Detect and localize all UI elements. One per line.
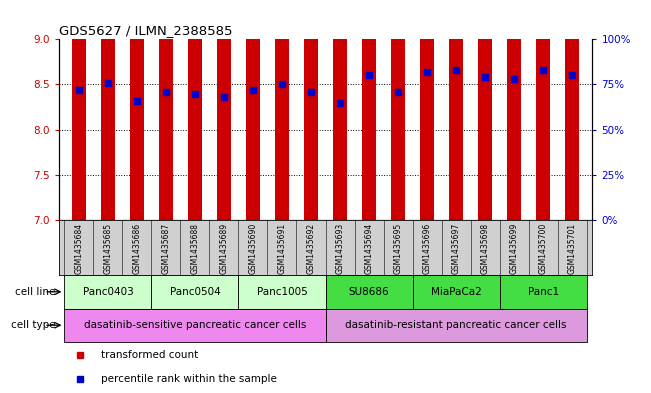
Point [451, 67, 462, 73]
Text: GSM1435692: GSM1435692 [307, 223, 316, 274]
Point [132, 97, 142, 104]
Point [161, 88, 171, 95]
Text: GSM1435700: GSM1435700 [538, 223, 547, 274]
Point [219, 94, 229, 100]
Text: dasatinib-sensitive pancreatic cancer cells: dasatinib-sensitive pancreatic cancer ce… [84, 320, 306, 330]
Point [74, 87, 84, 93]
Bar [499, 275, 587, 309]
Text: GSM1435689: GSM1435689 [219, 223, 229, 274]
Text: transformed count: transformed count [102, 350, 199, 360]
Bar [536, 0, 550, 220]
Text: percentile rank within the sample: percentile rank within the sample [102, 374, 277, 384]
Text: GSM1435694: GSM1435694 [365, 223, 374, 274]
Bar [217, 0, 231, 220]
Bar [64, 275, 152, 309]
Point [393, 88, 403, 95]
Bar [304, 0, 318, 220]
Bar [275, 0, 289, 220]
Point [567, 72, 577, 79]
Point [306, 88, 316, 95]
Text: GSM1435701: GSM1435701 [568, 223, 577, 274]
Bar [449, 0, 464, 220]
Text: MiaPaCa2: MiaPaCa2 [431, 287, 482, 297]
Text: GSM1435687: GSM1435687 [161, 223, 171, 274]
Bar [565, 0, 579, 220]
Text: GSM1435697: GSM1435697 [452, 223, 460, 274]
Text: Panc1: Panc1 [527, 287, 559, 297]
Bar [507, 0, 521, 220]
Bar [245, 0, 260, 220]
Text: GSM1435685: GSM1435685 [104, 223, 113, 274]
Point [509, 76, 519, 82]
Text: GSM1435686: GSM1435686 [132, 223, 141, 274]
Bar [64, 309, 326, 342]
Bar [187, 0, 202, 220]
Point [277, 81, 287, 88]
Point [538, 67, 548, 73]
Point [335, 99, 345, 106]
Bar [130, 0, 144, 220]
Text: GSM1435690: GSM1435690 [249, 223, 257, 274]
Bar [413, 275, 499, 309]
Bar [152, 275, 238, 309]
Text: GDS5627 / ILMN_2388585: GDS5627 / ILMN_2388585 [59, 24, 232, 37]
Point [480, 74, 490, 81]
Bar [478, 0, 492, 220]
Bar [362, 0, 376, 220]
Text: Panc1005: Panc1005 [256, 287, 307, 297]
Bar [101, 0, 115, 220]
Text: GSM1435699: GSM1435699 [510, 223, 519, 274]
Text: GSM1435693: GSM1435693 [335, 223, 344, 274]
Bar [238, 275, 326, 309]
Bar [333, 0, 347, 220]
Point [103, 79, 113, 86]
Text: cell line: cell line [15, 287, 55, 297]
Bar [326, 309, 587, 342]
Text: dasatinib-resistant pancreatic cancer cells: dasatinib-resistant pancreatic cancer ce… [345, 320, 567, 330]
Bar [420, 0, 434, 220]
Point [422, 69, 432, 75]
Text: GSM1435696: GSM1435696 [422, 223, 432, 274]
Bar [391, 0, 406, 220]
Text: GSM1435684: GSM1435684 [74, 223, 83, 274]
Bar [72, 0, 86, 220]
Text: SU8686: SU8686 [349, 287, 389, 297]
Bar [326, 275, 413, 309]
Text: GSM1435695: GSM1435695 [394, 223, 402, 274]
Text: GSM1435698: GSM1435698 [480, 223, 490, 274]
Point [189, 90, 200, 97]
Text: Panc0403: Panc0403 [83, 287, 133, 297]
Point [248, 87, 258, 93]
Bar [159, 0, 173, 220]
Point [364, 72, 374, 79]
Text: cell type: cell type [10, 320, 55, 330]
Text: GSM1435691: GSM1435691 [277, 223, 286, 274]
Text: GSM1435688: GSM1435688 [191, 223, 199, 274]
Text: Panc0504: Panc0504 [169, 287, 220, 297]
